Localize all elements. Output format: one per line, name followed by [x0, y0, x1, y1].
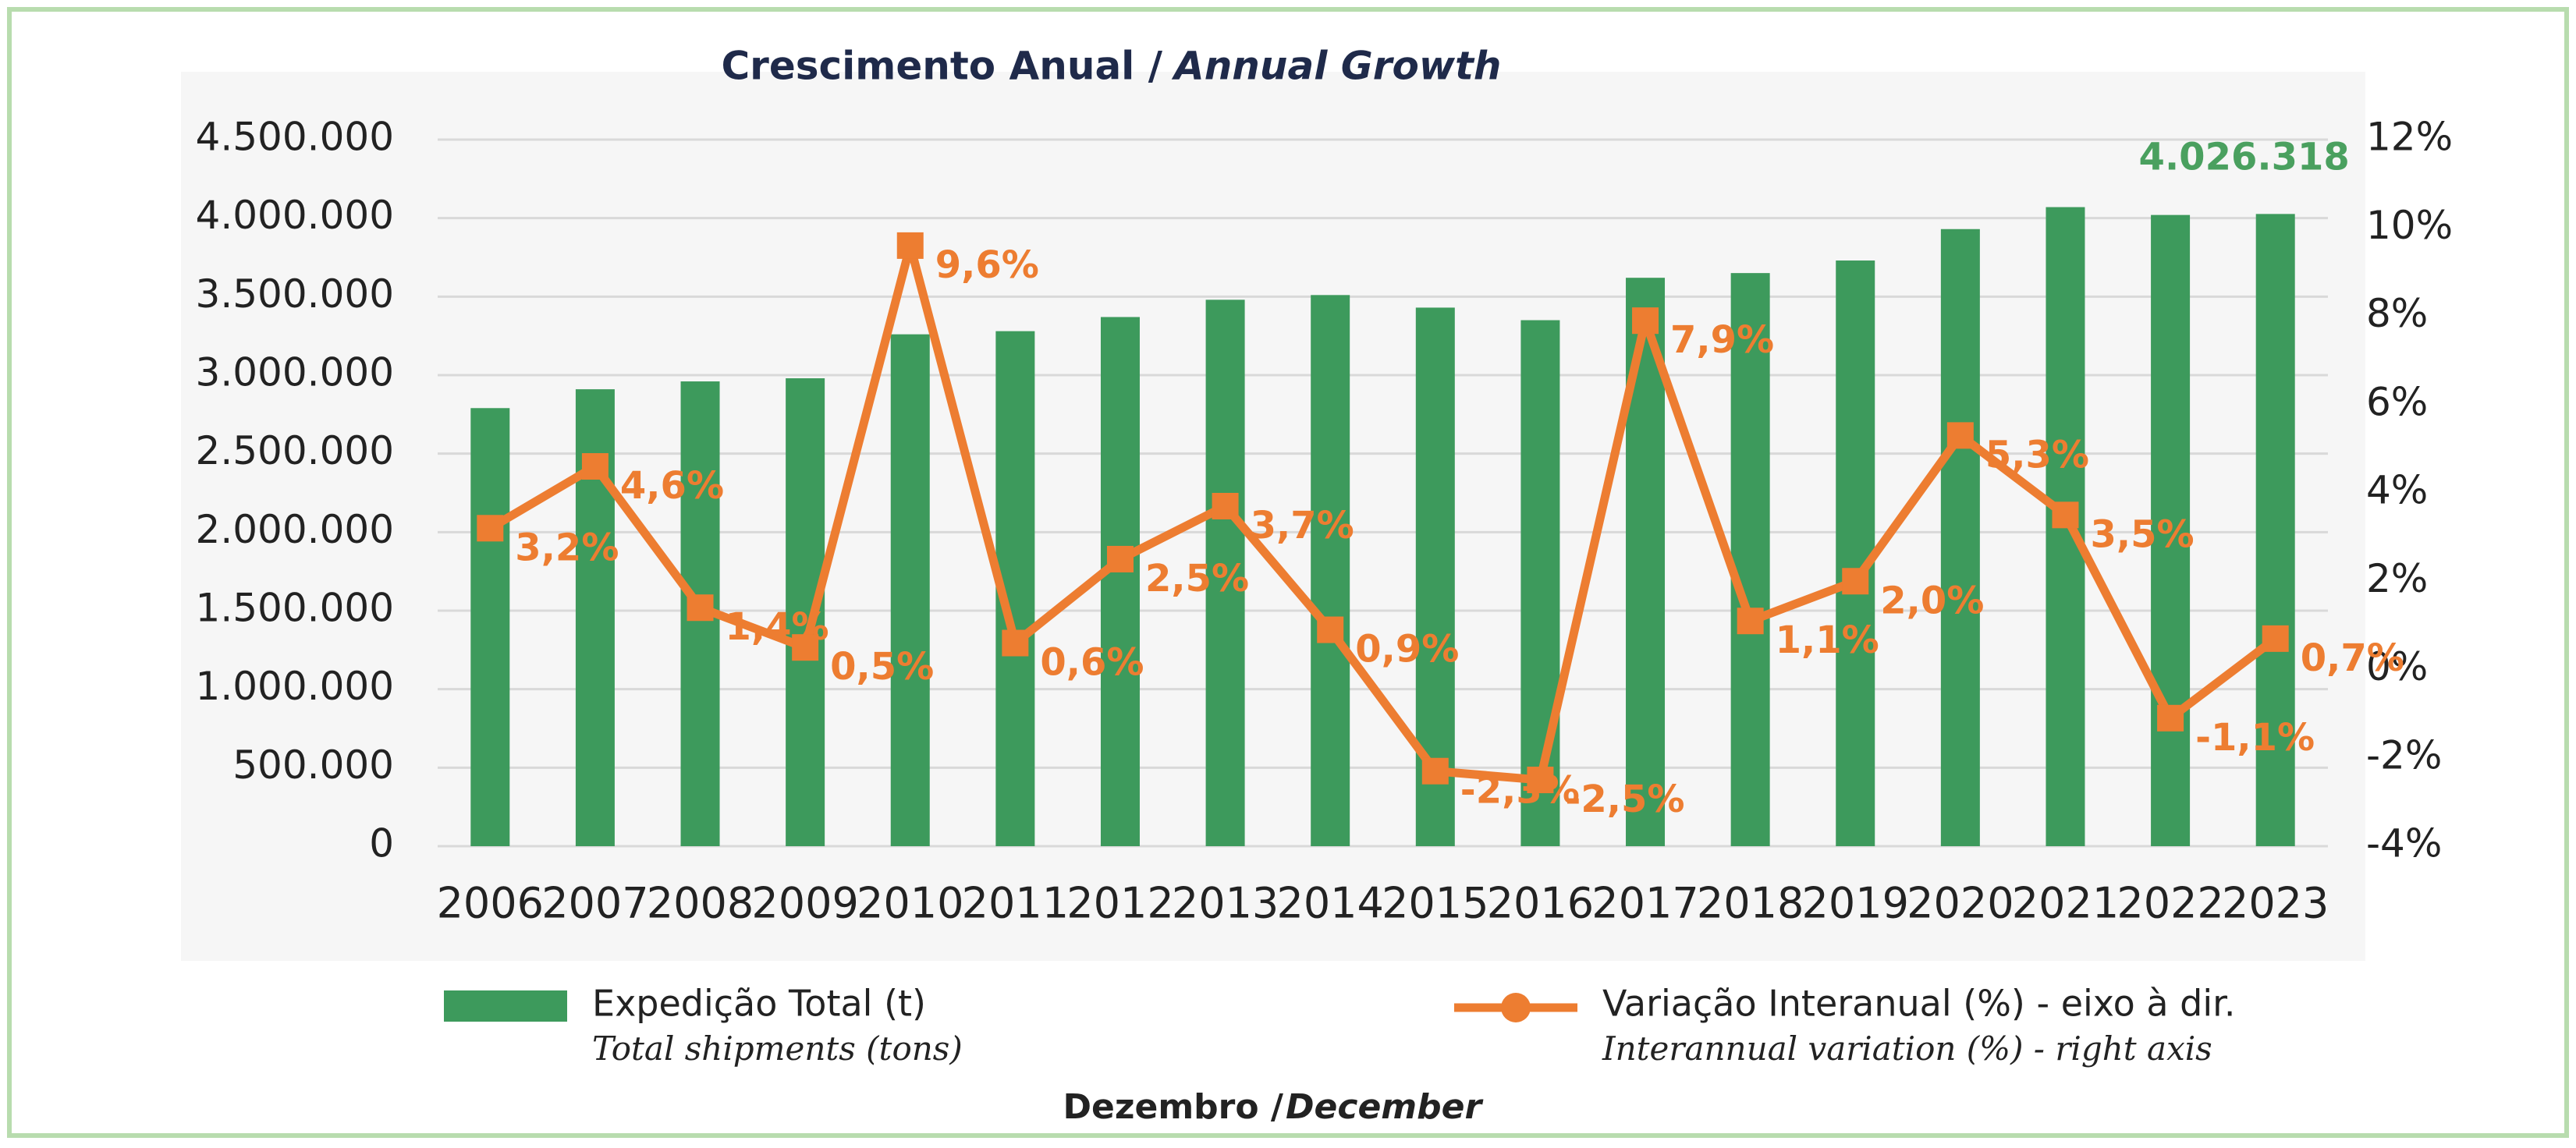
line-value-label: 1,1% [1776, 618, 1879, 662]
line-marker [1842, 568, 1869, 595]
line-value-label: 2,0% [1880, 579, 1984, 622]
line-marker [1317, 616, 1344, 643]
bar [1311, 295, 1350, 846]
x-tick-label: 2017 [1591, 879, 1698, 928]
x-tick-label: 2018 [1697, 879, 1804, 928]
y-tick-label: 2.000.000 [196, 507, 394, 552]
legend-subtitle: Total shipments (tons) [592, 1029, 963, 1068]
line-marker [1946, 422, 1974, 449]
legend-label: Variação Interanual (%) - eixo à dir. [1602, 983, 2235, 1025]
x-tick-label: 2006 [437, 879, 544, 928]
bar [2151, 214, 2191, 846]
line-value-label: 3,7% [1251, 504, 1354, 547]
bar [2255, 214, 2295, 846]
line-marker [2262, 625, 2289, 652]
x-axis-label-en: December [1286, 1087, 1483, 1127]
line-marker [477, 515, 504, 542]
y2-tick-label: 8% [2366, 291, 2428, 336]
y-tick-label: 1.000.000 [196, 664, 394, 709]
line-value-label: 0,6% [1040, 641, 1144, 685]
y2-tick-label: 2% [2366, 556, 2428, 601]
x-tick-label: 2014 [1276, 879, 1383, 928]
x-tick-label: 2015 [1382, 879, 1488, 928]
line-marker [1527, 767, 1554, 794]
y2-tick-label: 12% [2366, 115, 2453, 160]
y-tick-label: 4.500.000 [196, 115, 394, 160]
line-value-label: 0,5% [830, 645, 934, 689]
plot-background [181, 72, 2365, 961]
x-axis-label: Dezembro / [1063, 1087, 1284, 1127]
line-value-label: 9,6% [935, 243, 1039, 287]
y2-tick-label: 6% [2366, 379, 2428, 424]
line-marker [1632, 307, 1659, 335]
x-tick-label: 2016 [1487, 879, 1594, 928]
x-tick-label: 2009 [751, 879, 858, 928]
legend-subtitle: Interannual variation (%) - right axis [1602, 1029, 2212, 1068]
bar [1730, 273, 1770, 847]
x-tick-label: 2010 [857, 879, 963, 928]
line-marker [581, 453, 609, 480]
bar [1940, 229, 1980, 846]
x-tick-label: 2022 [2117, 879, 2223, 928]
line-marker [687, 594, 714, 622]
legend-label: Expedição Total (t) [592, 983, 926, 1025]
x-tick-label: 2013 [1172, 879, 1279, 928]
x-tick-label: 2023 [2222, 879, 2329, 928]
bar [470, 408, 510, 846]
y2-tick-label: -4% [2366, 821, 2442, 866]
legend-marker [1501, 993, 1531, 1022]
line-value-label: 5,3% [1985, 433, 2089, 477]
y-tick-label: 4.000.000 [196, 193, 394, 238]
y-tick-label: 1.500.000 [196, 586, 394, 631]
bar-value-label: 4.026.318 [2139, 135, 2350, 179]
line-value-label: -2,5% [1565, 778, 1684, 821]
line-value-label: -2,3% [1460, 769, 1580, 813]
x-tick-label: 2021 [2012, 879, 2119, 928]
y-tick-label: 0 [369, 821, 394, 866]
y2-tick-label: 0% [2366, 644, 2428, 689]
line-marker [1212, 492, 1239, 519]
line-marker [1421, 757, 1449, 785]
line [488, 241, 2279, 785]
y-tick-label: 3.500.000 [196, 271, 394, 317]
bar [1100, 317, 1140, 846]
x-tick-label: 2019 [1802, 879, 1909, 928]
line-value-label: 3,5% [2090, 512, 2194, 556]
chart-title: Crescimento Anual / [721, 44, 1162, 89]
bar [1520, 320, 1560, 846]
y-tick-label: 500.000 [232, 742, 394, 788]
bar [890, 334, 930, 846]
y2-tick-label: 4% [2366, 468, 2428, 513]
x-tick-label: 2007 [541, 879, 648, 928]
line-marker [1002, 629, 1029, 657]
line-marker [2157, 704, 2184, 732]
y2-tick-label: 10% [2366, 203, 2453, 248]
y-tick-label: 3.000.000 [196, 350, 394, 395]
line-marker [896, 232, 924, 259]
line-value-label: 7,9% [1670, 318, 1774, 362]
line-marker [792, 634, 819, 661]
x-tick-label: 2020 [1907, 879, 2014, 928]
y2-tick-label: -2% [2366, 732, 2442, 778]
legend-swatch [444, 990, 567, 1022]
line-value-label: 3,2% [515, 526, 619, 569]
line-value-label: 2,5% [1145, 557, 1249, 601]
bar [1836, 260, 1875, 846]
line-marker [2052, 501, 2079, 529]
line-marker [1106, 545, 1134, 572]
line-value-label: 0,9% [1355, 628, 1459, 671]
line-marker [1737, 608, 1764, 635]
x-tick-label: 2011 [962, 879, 1069, 928]
y-tick-label: 2.500.000 [196, 428, 394, 473]
line-value-label: -1,1% [2195, 716, 2315, 760]
x-tick-label: 2012 [1066, 879, 1173, 928]
line-value-label: 0,7% [2301, 636, 2404, 680]
line-value-label: 4,6% [620, 464, 724, 508]
chart-title-en: Annual Growth [1171, 44, 1502, 89]
bar [1205, 299, 1245, 846]
x-tick-label: 2008 [647, 879, 754, 928]
